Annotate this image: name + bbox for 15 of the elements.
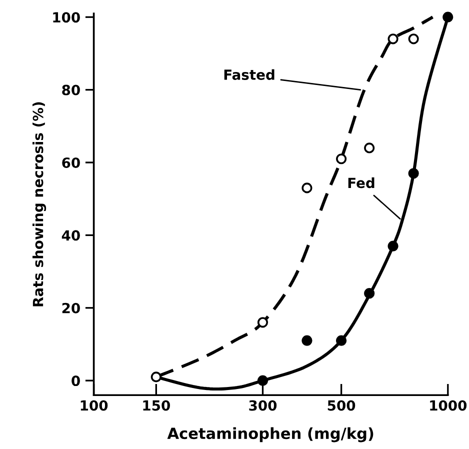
x-axis-title: Acetaminophen (mg/kg) <box>167 427 374 442</box>
y-tick-label: 20 <box>62 302 80 314</box>
y-tick-label: 40 <box>62 230 80 241</box>
annotation: Fasted <box>224 69 274 80</box>
annotation: Fed <box>348 177 374 188</box>
x-tick-label: 100 <box>80 400 108 411</box>
x-tick-label: 500 <box>328 400 356 411</box>
x-tick-label: 1000 <box>430 400 467 411</box>
y-tick-label: 80 <box>62 84 80 96</box>
y-tick-label: 0 <box>72 376 80 386</box>
y-axis-title: Rats showing necrosis (%) <box>32 102 46 306</box>
x-tick-label: 300 <box>249 400 277 411</box>
x-tick-label: 150 <box>143 400 170 411</box>
y-tick-label: 100 <box>53 12 80 23</box>
y-tick-label: 60 <box>62 157 80 168</box>
